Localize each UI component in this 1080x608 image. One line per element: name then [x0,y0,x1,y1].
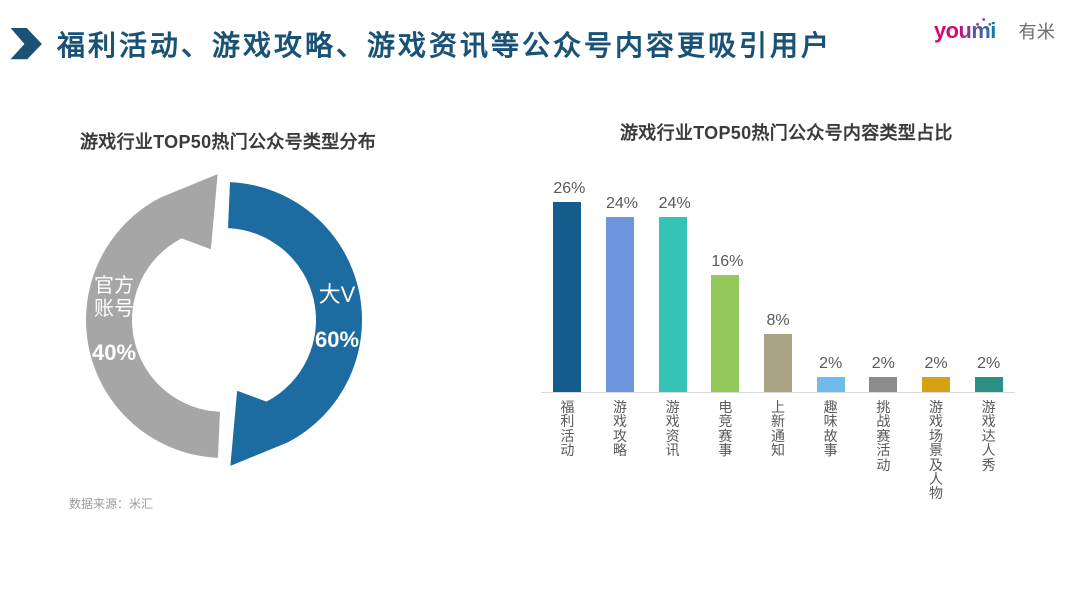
svg-text:40%: 40% [92,340,136,365]
svg-text:官方: 官方 [94,274,134,297]
svg-text:有米: 有米 [1019,21,1056,42]
svg-text:60%: 60% [315,327,359,352]
svg-text:大V: 大V [319,282,356,307]
svg-text:youmi: youmi [934,18,996,43]
svg-text:账号: 账号 [94,297,134,320]
